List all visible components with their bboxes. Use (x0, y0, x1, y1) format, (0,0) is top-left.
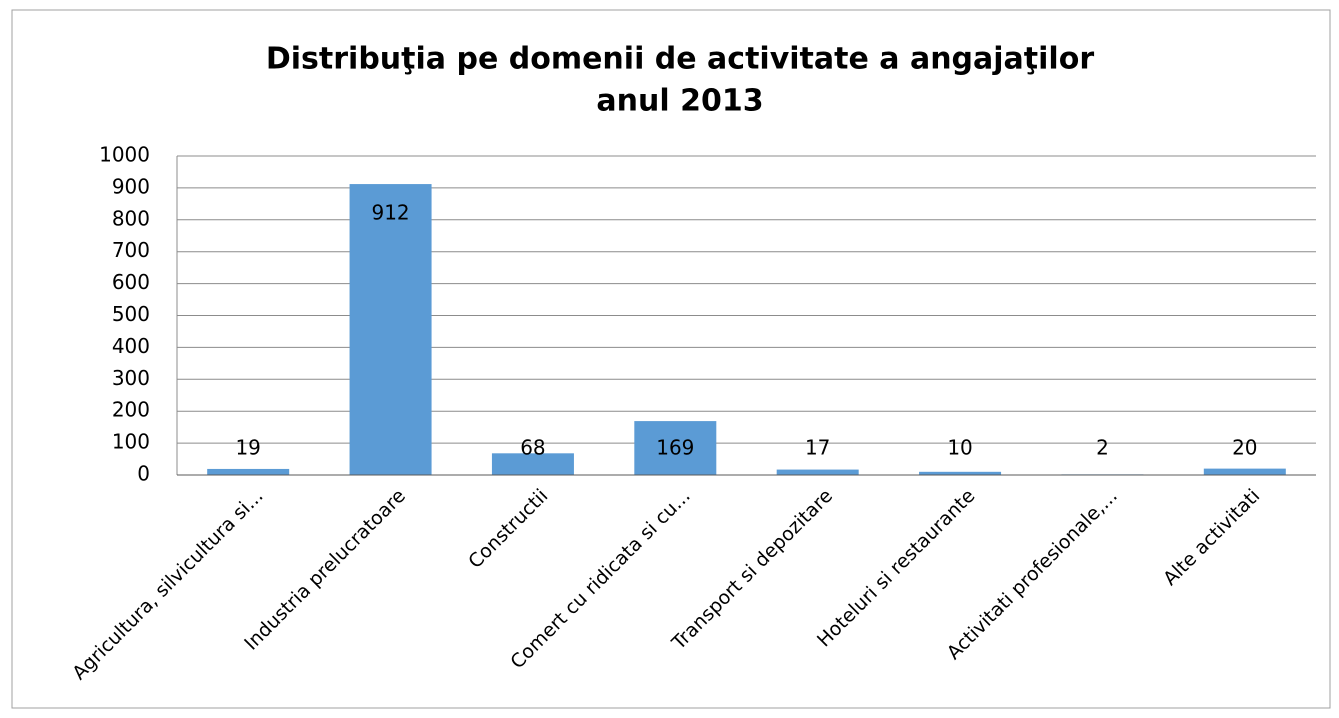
data-label: 20 (1232, 436, 1257, 460)
data-label: 10 (947, 436, 972, 460)
y-tick-label: 0 (137, 462, 150, 486)
data-label: 169 (656, 436, 694, 460)
bar (207, 468, 290, 475)
bar (634, 421, 717, 475)
bar (491, 453, 574, 475)
chart-subtitle: anul 2013 (596, 84, 763, 119)
y-tick-label: 900 (112, 174, 150, 198)
bar (1203, 468, 1286, 475)
y-tick-label: 700 (112, 238, 150, 262)
y-tick-label: 500 (112, 302, 150, 326)
y-tick-label: 600 (112, 270, 150, 294)
chart-border (11, 9, 1331, 709)
y-tick-label: 1000 (99, 143, 150, 167)
y-tick-label: 100 (112, 430, 150, 454)
data-label: 17 (805, 436, 830, 460)
data-label: 2 (1096, 436, 1109, 460)
chart-title: Distribuţia pe domenii de activitate a a… (266, 42, 1094, 77)
data-label: 19 (235, 436, 260, 460)
data-label: 912 (371, 201, 409, 225)
data-label: 68 (520, 436, 545, 460)
bar (349, 184, 432, 475)
bar (776, 469, 859, 475)
y-tick-label: 300 (112, 366, 150, 390)
y-tick-label: 800 (112, 206, 150, 230)
y-tick-label: 200 (112, 398, 150, 422)
y-tick-label: 400 (112, 334, 150, 358)
bar (919, 471, 1002, 475)
